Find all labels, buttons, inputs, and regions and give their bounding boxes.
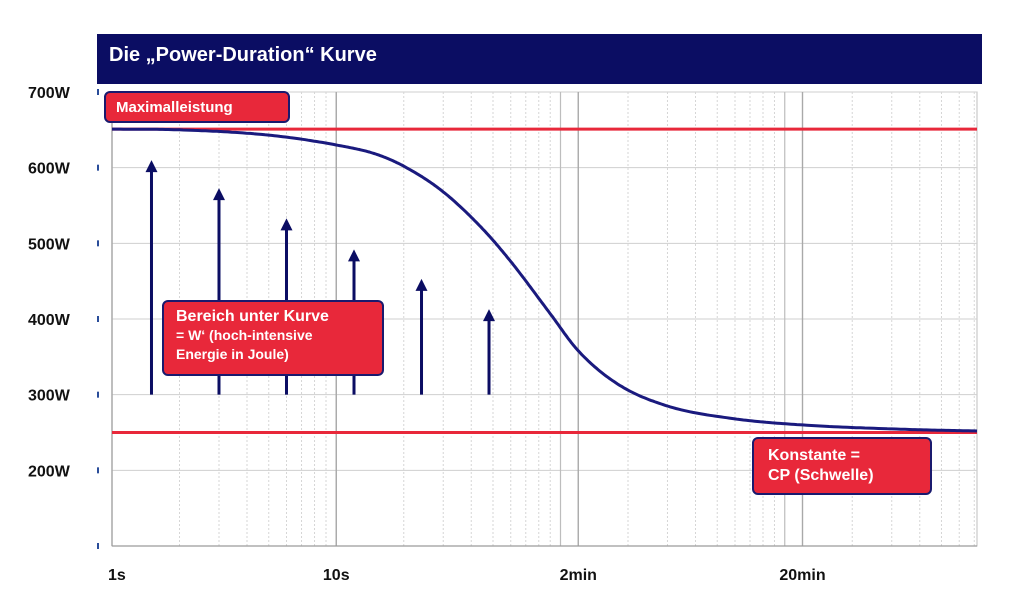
area-label-line1: Bereich unter Kurve xyxy=(176,308,329,325)
axes xyxy=(97,89,977,549)
y-tick-label: 400W xyxy=(28,312,71,329)
area-label-line2: = W‘ (hoch-intensive xyxy=(176,327,313,343)
cp-label-line1: Konstante = xyxy=(768,447,861,464)
arrow-head xyxy=(483,309,496,322)
x-tick-label: 2min xyxy=(560,567,597,584)
cp-callout: Konstante = CP (Schwelle) xyxy=(752,437,932,495)
max-power-callout: Maximalleistung xyxy=(104,91,290,123)
x-tick-label: 1s xyxy=(108,567,126,584)
title-bar: Die „Power-Duration“ Kurve xyxy=(97,34,982,84)
series xyxy=(112,127,978,433)
area-callout: Bereich unter Kurve = W‘ (hoch-intensive… xyxy=(162,300,384,376)
power-duration-curve xyxy=(112,127,978,433)
x-tick-label: 10s xyxy=(323,567,350,584)
arrow-head xyxy=(348,249,361,262)
arrow-head xyxy=(212,188,225,201)
reference-lines xyxy=(112,127,977,434)
area-label-line3: Energie in Joule) xyxy=(176,346,289,362)
y-tick-label: 700W xyxy=(28,85,71,102)
cp-label-line2: CP (Schwelle) xyxy=(768,467,874,484)
y-tick-label: 300W xyxy=(28,388,71,405)
arrow-head xyxy=(415,278,428,291)
tick-labels: 700W 600W 500W 400W 300W 200W 1s 10s 2min 20min xyxy=(28,85,826,584)
arrow-head xyxy=(145,160,158,173)
max-power-label: Maximalleistung xyxy=(116,99,233,116)
arrow-head xyxy=(280,218,293,231)
chart-title: Die „Power-Duration“ Kurve xyxy=(109,44,377,66)
y-tick-label: 200W xyxy=(28,463,71,480)
x-tick-label: 20min xyxy=(779,567,825,584)
y-tick-label: 600W xyxy=(28,161,71,178)
y-tick-label: 500W xyxy=(28,236,71,253)
